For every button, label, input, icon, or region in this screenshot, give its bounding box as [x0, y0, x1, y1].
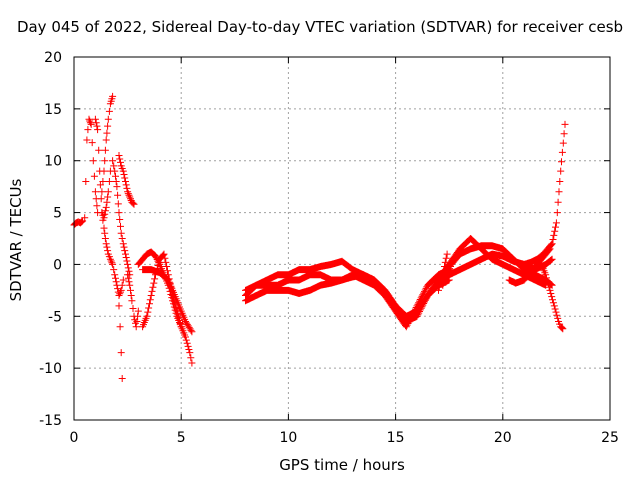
data-track [115, 152, 138, 208]
data-track [109, 157, 134, 279]
grid-lines [74, 57, 610, 420]
x-tick-label: 5 [177, 430, 186, 446]
x-tick-label: 0 [70, 430, 79, 446]
x-tick-label: 20 [494, 430, 512, 446]
y-tick-label: 0 [53, 257, 62, 273]
plot-frame [73, 56, 611, 421]
data-track [115, 302, 126, 382]
data-track [242, 271, 453, 320]
data-track [81, 115, 102, 222]
y-tick-label: -15 [39, 413, 62, 429]
data-track [124, 271, 142, 331]
x-axis-label: GPS time / hours [279, 456, 405, 474]
y-tick-label: -5 [48, 309, 62, 325]
data-track [98, 92, 117, 196]
y-tick-label: -10 [39, 361, 62, 377]
x-tick-label: 25 [601, 430, 619, 446]
chart-title: Day 045 of 2022, Sidereal Day-to-day VTE… [16, 18, 624, 36]
data-track [445, 235, 550, 289]
data-track [139, 266, 196, 336]
y-tick-label: 20 [44, 50, 62, 66]
y-axis-label: SDTVAR / TECUs [7, 178, 25, 302]
y-tick-label: 5 [53, 206, 62, 222]
x-tick-label: 10 [279, 430, 297, 446]
data-track [134, 248, 185, 331]
y-tick-label: 10 [44, 154, 62, 170]
y-tick-label: 15 [44, 102, 62, 118]
data-points [70, 92, 569, 382]
data-track [520, 120, 569, 268]
data-track [98, 209, 127, 299]
x-tick-label: 15 [387, 430, 405, 446]
data-track [70, 217, 87, 229]
axis-ticks: 0 5 10 15 20 25 -15 -10 -5 0 5 10 15 20 [39, 50, 619, 446]
data-track [537, 260, 567, 333]
